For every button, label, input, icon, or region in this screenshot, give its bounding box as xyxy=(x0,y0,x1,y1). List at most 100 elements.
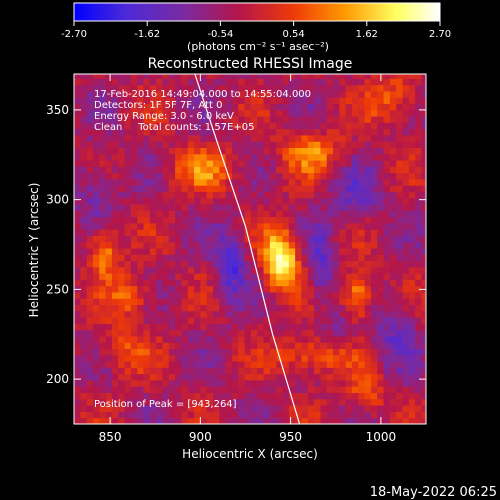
heatmap-cell xyxy=(402,116,410,123)
heatmap-cell xyxy=(244,235,252,243)
heatmap-cell xyxy=(162,222,170,230)
heatmap-cell xyxy=(314,78,321,86)
heatmap-cell xyxy=(143,97,151,105)
heatmap-cell xyxy=(351,354,359,362)
heatmap-cell xyxy=(231,197,239,205)
heatmap-cell xyxy=(396,398,403,406)
heatmap-cell xyxy=(339,273,347,280)
heatmap-cell xyxy=(415,153,422,161)
heatmap-cell xyxy=(320,229,328,236)
heatmap-cell xyxy=(168,411,176,419)
heatmap-cell xyxy=(383,317,391,324)
heatmap-cell xyxy=(187,329,195,337)
heatmap-cell xyxy=(244,241,252,249)
heatmap-cell xyxy=(421,398,426,406)
heatmap-cell xyxy=(383,235,391,243)
heatmap-cell xyxy=(92,260,100,268)
heatmap-cell xyxy=(212,273,220,280)
heatmap-cell xyxy=(124,166,132,174)
heatmap-cell xyxy=(80,91,88,98)
heatmap-cell xyxy=(187,128,195,136)
heatmap-cell xyxy=(219,179,227,186)
heatmap-cell xyxy=(149,373,157,381)
heatmap-cell xyxy=(415,91,422,98)
heatmap-cell xyxy=(162,304,170,312)
heatmap-cell xyxy=(231,317,239,324)
heatmap-cell xyxy=(370,179,378,186)
heatmap-cell xyxy=(288,160,296,167)
heatmap-cell xyxy=(244,128,252,136)
heatmap-cell xyxy=(244,166,252,174)
heatmap-cell xyxy=(263,109,271,117)
heatmap-cell xyxy=(320,210,328,218)
heatmap-cell xyxy=(168,348,176,356)
heatmap-cell xyxy=(244,411,252,419)
heatmap-cell xyxy=(364,304,372,312)
heatmap-cell xyxy=(250,116,258,123)
heatmap-cell xyxy=(105,122,113,130)
heatmap-cell xyxy=(168,235,176,243)
heatmap-cell xyxy=(396,373,403,381)
heatmap-cell xyxy=(377,380,384,387)
heatmap-cell xyxy=(175,273,182,280)
heatmap-cell xyxy=(238,411,245,419)
heatmap-cell xyxy=(263,185,271,192)
heatmap-cell xyxy=(301,342,309,350)
heatmap-cell xyxy=(194,229,201,236)
heatmap-cell xyxy=(351,386,359,393)
heatmap-cell xyxy=(421,260,426,268)
heatmap-cell xyxy=(162,254,170,262)
heatmap-cell xyxy=(307,109,315,117)
heatmap-cell xyxy=(92,204,100,211)
heatmap-cell xyxy=(130,153,138,161)
heatmap-cell xyxy=(339,298,347,306)
heatmap-cell xyxy=(257,191,264,199)
heatmap-cell xyxy=(314,273,321,280)
timestamp: 18-May-2022 06:25 xyxy=(370,485,497,500)
heatmap-cell xyxy=(295,411,302,419)
heatmap-cell xyxy=(396,84,403,92)
heatmap-cell xyxy=(263,329,271,337)
heatmap-cell xyxy=(187,172,195,180)
heatmap-cell xyxy=(377,361,384,368)
heatmap-cell xyxy=(181,298,189,306)
heatmap-cell xyxy=(118,141,125,148)
heatmap-cell xyxy=(105,141,113,148)
heatmap-cell xyxy=(364,310,372,318)
heatmap-cell xyxy=(118,204,125,211)
heatmap-cell xyxy=(307,354,315,362)
heatmap-cell xyxy=(149,336,157,343)
heatmap-cell xyxy=(402,172,410,180)
heatmap-cell xyxy=(80,273,88,280)
heatmap-cell xyxy=(200,197,208,205)
heatmap-cell xyxy=(118,304,125,312)
heatmap-cell xyxy=(181,229,189,236)
heatmap-cell xyxy=(74,323,81,331)
heatmap-cell xyxy=(86,260,94,268)
heatmap-cell xyxy=(175,298,182,306)
heatmap-cell xyxy=(187,229,195,236)
heatmap-cell xyxy=(276,367,283,375)
heatmap-cell xyxy=(137,348,144,356)
heatmap-cell xyxy=(276,191,283,199)
heatmap-cell xyxy=(181,122,189,130)
heatmap-cell xyxy=(105,367,113,375)
heatmap-cell xyxy=(339,361,347,368)
heatmap-cell xyxy=(288,310,296,318)
heatmap-cell xyxy=(358,235,366,243)
heatmap-cell xyxy=(333,348,340,356)
heatmap-cell xyxy=(282,135,290,142)
heatmap-cell xyxy=(149,392,157,400)
heatmap-cell xyxy=(364,380,372,387)
heatmap-cell xyxy=(86,329,94,337)
heatmap-cell xyxy=(408,191,416,199)
heatmap-cell xyxy=(111,405,119,412)
heatmap-cell xyxy=(212,354,220,362)
heatmap-cell xyxy=(200,354,208,362)
heatmap-cell xyxy=(358,74,366,79)
heatmap-cell xyxy=(307,84,315,92)
heatmap-cell xyxy=(92,191,100,199)
heatmap-cell xyxy=(99,78,106,86)
heatmap-cell xyxy=(231,304,239,312)
heatmap-cell xyxy=(244,310,252,318)
